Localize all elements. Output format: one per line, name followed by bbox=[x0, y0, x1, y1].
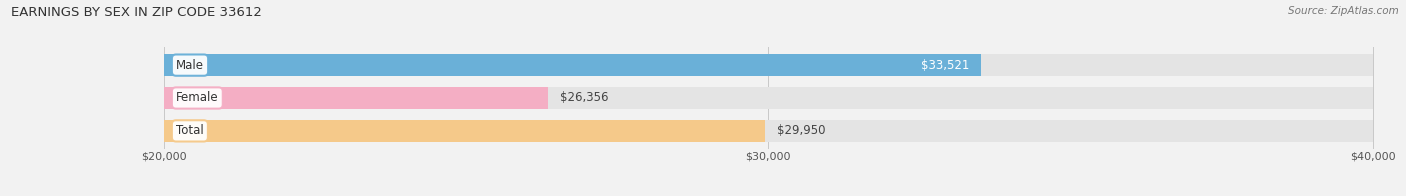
Bar bbox=[165, 54, 981, 76]
Text: $26,356: $26,356 bbox=[560, 92, 609, 104]
Text: $33,521: $33,521 bbox=[921, 59, 969, 72]
Text: $29,950: $29,950 bbox=[778, 124, 825, 137]
Text: Source: ZipAtlas.com: Source: ZipAtlas.com bbox=[1288, 6, 1399, 16]
Bar bbox=[165, 87, 1372, 109]
Text: Male: Male bbox=[176, 59, 204, 72]
Text: Female: Female bbox=[176, 92, 219, 104]
Text: Total: Total bbox=[176, 124, 204, 137]
Bar bbox=[165, 54, 1372, 76]
Bar bbox=[165, 120, 1372, 142]
Bar bbox=[165, 120, 765, 142]
Text: EARNINGS BY SEX IN ZIP CODE 33612: EARNINGS BY SEX IN ZIP CODE 33612 bbox=[11, 6, 262, 19]
Bar bbox=[165, 87, 548, 109]
